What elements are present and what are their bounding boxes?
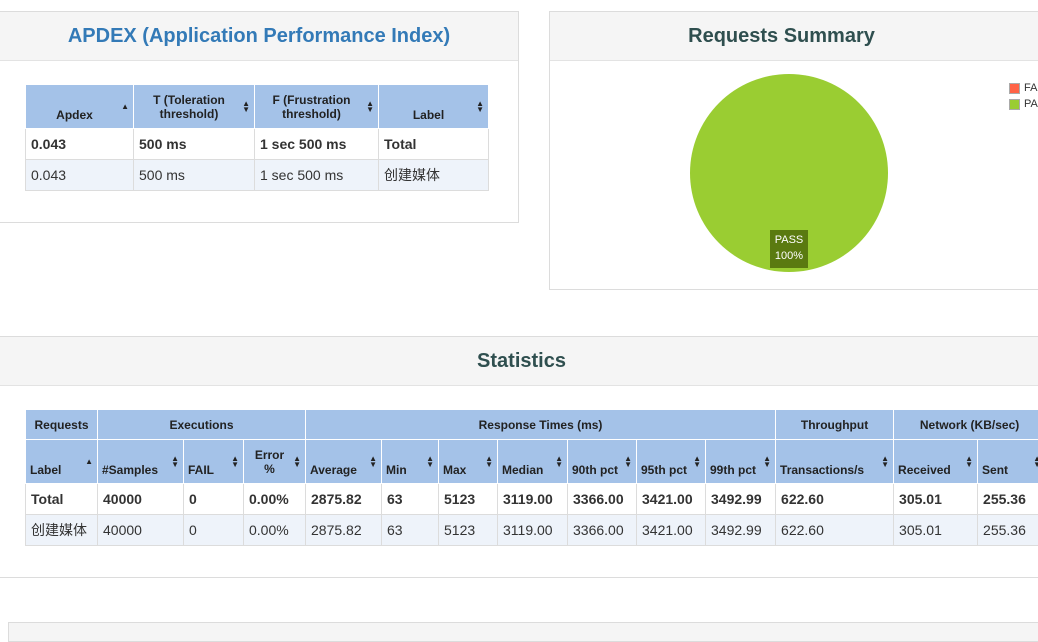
table-row: 0.043 500 ms 1 sec 500 ms 创建媒体: [26, 160, 489, 191]
frustration-col-header[interactable]: F (Frustration threshold) ▲▼: [255, 85, 379, 129]
table-cell: 2875.82: [306, 484, 382, 515]
table-cell: 5123: [439, 515, 498, 546]
table-cell: 305.01: [894, 484, 978, 515]
legend-swatch-fail: [1009, 83, 1020, 94]
table-cell: 40000: [98, 484, 184, 515]
table-cell: 0: [184, 484, 244, 515]
sort-icon: ▲▼: [366, 101, 374, 113]
table-cell: 255.36: [978, 515, 1038, 546]
stat-col-pct99[interactable]: 99th pct▲▼: [706, 440, 776, 484]
stat-col-max[interactable]: Max▲▼: [439, 440, 498, 484]
group-network: Network (KB/sec): [894, 410, 1038, 440]
sort-icon: ▲▼: [693, 456, 701, 468]
stat-col-label[interactable]: Label▲: [26, 440, 98, 484]
table-cell: 622.60: [776, 484, 894, 515]
stat-col-samples[interactable]: #Samples▲▼: [98, 440, 184, 484]
sort-icon: ▲▼: [426, 456, 434, 468]
sort-icon: ▲▼: [369, 456, 377, 468]
sort-icon: ▲▼: [1033, 456, 1038, 468]
table-cell: 40000: [98, 515, 184, 546]
stat-col-min[interactable]: Min▲▼: [382, 440, 439, 484]
table-cell: 0.00%: [244, 484, 306, 515]
sort-icon: ▲▼: [624, 456, 632, 468]
apdex-title: APDEX (Application Performance Index): [0, 12, 518, 61]
statistics-table: Requests Executions Response Times (ms) …: [25, 409, 1038, 546]
sort-icon: ▲▼: [763, 456, 771, 468]
table-cell: 3119.00: [498, 515, 568, 546]
table-cell: 5123: [439, 484, 498, 515]
group-requests: Requests: [26, 410, 98, 440]
legend-item-pass[interactable]: PASS: [1009, 96, 1038, 112]
table-cell: 63: [382, 515, 439, 546]
requests-summary-title: Requests Summary: [550, 12, 1038, 61]
table-cell: 3366.00: [568, 515, 637, 546]
label-col-header[interactable]: Label ▲▼: [379, 85, 489, 129]
sort-asc-icon: ▲: [121, 104, 129, 110]
stat-col-sent[interactable]: Sent▲▼: [978, 440, 1038, 484]
table-cell: 3421.00: [637, 484, 706, 515]
stat-col-average[interactable]: Average▲▼: [306, 440, 382, 484]
legend-swatch-pass: [1009, 99, 1020, 110]
pie-legend: FAIL PASS: [1009, 80, 1038, 112]
sort-asc-icon: ▲: [85, 459, 93, 465]
stat-col-fail[interactable]: FAIL▲▼: [184, 440, 244, 484]
stat-col-median[interactable]: Median▲▼: [498, 440, 568, 484]
group-throughput: Throughput: [776, 410, 894, 440]
table-cell: 305.01: [894, 515, 978, 546]
sort-icon: ▲▼: [965, 456, 973, 468]
next-panel-edge: [8, 622, 1038, 642]
apdex-table: Apdex ▲ T (Toleration threshold) ▲▼ F (F…: [25, 84, 489, 191]
group-executions: Executions: [98, 410, 306, 440]
table-row: 0.043 500 ms 1 sec 500 ms Total: [26, 129, 489, 160]
table-cell: 0.00%: [244, 515, 306, 546]
table-cell: 3492.99: [706, 484, 776, 515]
sort-icon: ▲▼: [293, 456, 301, 468]
sort-icon: ▲▼: [242, 101, 250, 113]
table-cell: 3492.99: [706, 515, 776, 546]
table-cell: 255.36: [978, 484, 1038, 515]
sort-icon: ▲▼: [881, 456, 889, 468]
table-cell: 3119.00: [498, 484, 568, 515]
stat-col-transactions[interactable]: Transactions/s▲▼: [776, 440, 894, 484]
stat-col-pct95[interactable]: 95th pct▲▼: [637, 440, 706, 484]
sort-icon: ▲▼: [476, 101, 484, 113]
table-cell: 0: [184, 515, 244, 546]
sort-icon: ▲▼: [555, 456, 563, 468]
table-cell: 创建媒体: [26, 515, 98, 546]
table-cell: 3366.00: [568, 484, 637, 515]
table-cell: 622.60: [776, 515, 894, 546]
table-cell: Total: [26, 484, 98, 515]
toleration-col-header[interactable]: T (Toleration threshold) ▲▼: [134, 85, 255, 129]
sort-icon: ▲▼: [171, 456, 179, 468]
table-cell: 3421.00: [637, 515, 706, 546]
statistics-title: Statistics: [0, 337, 1038, 386]
stat-col-error-pct[interactable]: Error %▲▼: [244, 440, 306, 484]
sort-icon: ▲▼: [485, 456, 493, 468]
table-cell: 63: [382, 484, 439, 515]
table-cell: 2875.82: [306, 515, 382, 546]
group-response-times: Response Times (ms): [306, 410, 776, 440]
pie-slice-label: PASS 100%: [770, 230, 808, 268]
apdex-col-header[interactable]: Apdex ▲: [26, 85, 134, 129]
stat-col-received[interactable]: Received▲▼: [894, 440, 978, 484]
stat-col-pct90[interactable]: 90th pct▲▼: [568, 440, 637, 484]
legend-item-fail[interactable]: FAIL: [1009, 80, 1038, 96]
apdex-panel: APDEX (Application Performance Index) Ap…: [0, 11, 519, 223]
sort-icon: ▲▼: [231, 456, 239, 468]
